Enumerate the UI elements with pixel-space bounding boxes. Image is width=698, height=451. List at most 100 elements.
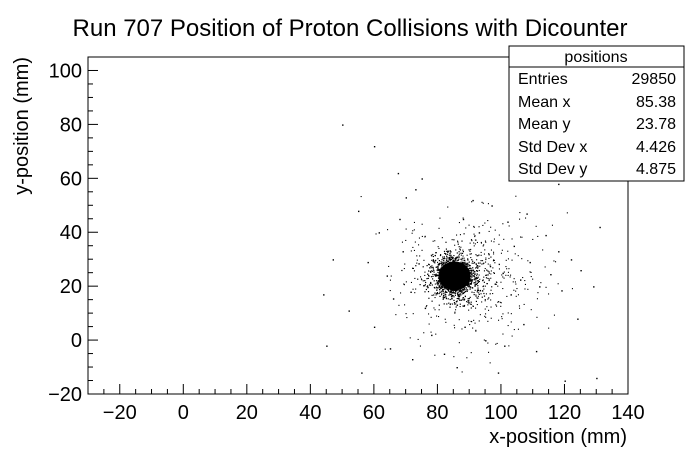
halo-point xyxy=(442,284,444,286)
cluster-point xyxy=(447,285,449,287)
halo-point xyxy=(487,263,489,265)
halo-point xyxy=(470,253,472,255)
cluster-point xyxy=(453,299,455,301)
cluster-point xyxy=(463,279,465,281)
halo-point xyxy=(530,271,532,273)
cluster-point xyxy=(444,292,446,294)
halo-point xyxy=(516,288,518,290)
cluster-point xyxy=(449,294,451,296)
cluster-point xyxy=(449,267,451,269)
cluster-point xyxy=(463,282,465,284)
data-point xyxy=(342,124,344,126)
halo-point xyxy=(472,305,474,307)
cluster-point xyxy=(447,287,449,289)
cluster-point xyxy=(461,274,463,276)
cluster-point xyxy=(456,281,458,283)
cluster-point xyxy=(441,283,443,285)
cluster-point xyxy=(459,303,461,305)
halo-point xyxy=(458,342,460,344)
data-point xyxy=(459,284,461,286)
halo-point xyxy=(495,283,497,285)
cluster-point xyxy=(448,280,450,282)
halo-point xyxy=(502,223,504,225)
cluster-point xyxy=(447,266,450,269)
halo-point xyxy=(478,290,480,292)
cluster-point xyxy=(464,284,466,286)
halo-point xyxy=(445,294,447,296)
cluster-point xyxy=(459,267,461,269)
cluster-point xyxy=(454,279,456,281)
cluster-point xyxy=(447,250,449,252)
cluster-point xyxy=(456,283,458,285)
cluster-point xyxy=(451,283,454,285)
cluster-point xyxy=(461,276,463,278)
halo-point xyxy=(510,321,512,323)
cluster-point xyxy=(449,282,451,284)
cluster-point xyxy=(456,277,458,279)
cluster-point xyxy=(435,280,438,282)
cluster-point xyxy=(443,279,445,281)
cluster-point xyxy=(447,273,449,275)
cluster-point xyxy=(461,278,463,280)
halo-point xyxy=(439,277,441,279)
halo-point xyxy=(481,201,483,203)
cluster-point xyxy=(451,262,453,264)
cluster-point xyxy=(477,289,479,291)
cluster-point xyxy=(432,259,434,261)
cluster-point xyxy=(451,257,454,260)
halo-point xyxy=(505,274,507,276)
cluster-point xyxy=(447,271,449,274)
halo-point xyxy=(527,260,529,262)
cluster-point xyxy=(464,259,466,261)
cluster-point xyxy=(467,268,469,270)
halo-point xyxy=(467,264,469,266)
halo-point xyxy=(521,258,523,260)
data-point xyxy=(446,264,449,266)
cluster-point xyxy=(464,275,466,277)
halo-point xyxy=(483,270,485,272)
cluster-point xyxy=(474,271,476,273)
cluster-point xyxy=(474,279,476,281)
cluster-point xyxy=(431,300,433,302)
cluster-point xyxy=(452,291,454,293)
halo-point xyxy=(405,281,407,283)
data-point xyxy=(462,218,465,221)
cluster-point xyxy=(454,269,456,271)
halo-point xyxy=(476,304,478,306)
cluster-point xyxy=(448,271,450,273)
halo-point xyxy=(462,255,464,257)
cluster-point xyxy=(462,271,464,273)
cluster-point xyxy=(444,275,447,277)
cluster-point xyxy=(441,261,443,263)
cluster-point xyxy=(459,287,462,289)
cluster-point xyxy=(446,255,448,257)
cluster-point xyxy=(465,263,467,266)
cluster-point xyxy=(453,276,455,279)
cluster-point xyxy=(443,276,445,278)
data-point xyxy=(421,178,423,180)
cluster-point xyxy=(438,277,440,279)
cluster-point xyxy=(457,293,459,295)
halo-point xyxy=(466,279,468,281)
halo-point xyxy=(459,306,461,308)
halo-point xyxy=(451,265,453,267)
data-point xyxy=(459,268,461,270)
halo-point xyxy=(484,268,486,270)
halo-point xyxy=(484,285,486,287)
halo-point xyxy=(429,270,431,272)
cluster-point xyxy=(428,263,430,265)
cluster-point xyxy=(441,263,443,265)
halo-point xyxy=(436,315,438,317)
halo-point xyxy=(454,311,456,313)
cluster-point xyxy=(453,302,456,304)
cluster-point xyxy=(442,262,445,264)
halo-point xyxy=(453,356,455,358)
cluster-point xyxy=(439,274,441,276)
halo-point xyxy=(409,337,411,339)
halo-point xyxy=(439,291,441,293)
data-point xyxy=(424,307,427,310)
halo-point xyxy=(425,306,427,308)
cluster-point xyxy=(467,289,469,291)
cluster-point xyxy=(450,270,452,272)
halo-point xyxy=(490,249,492,251)
